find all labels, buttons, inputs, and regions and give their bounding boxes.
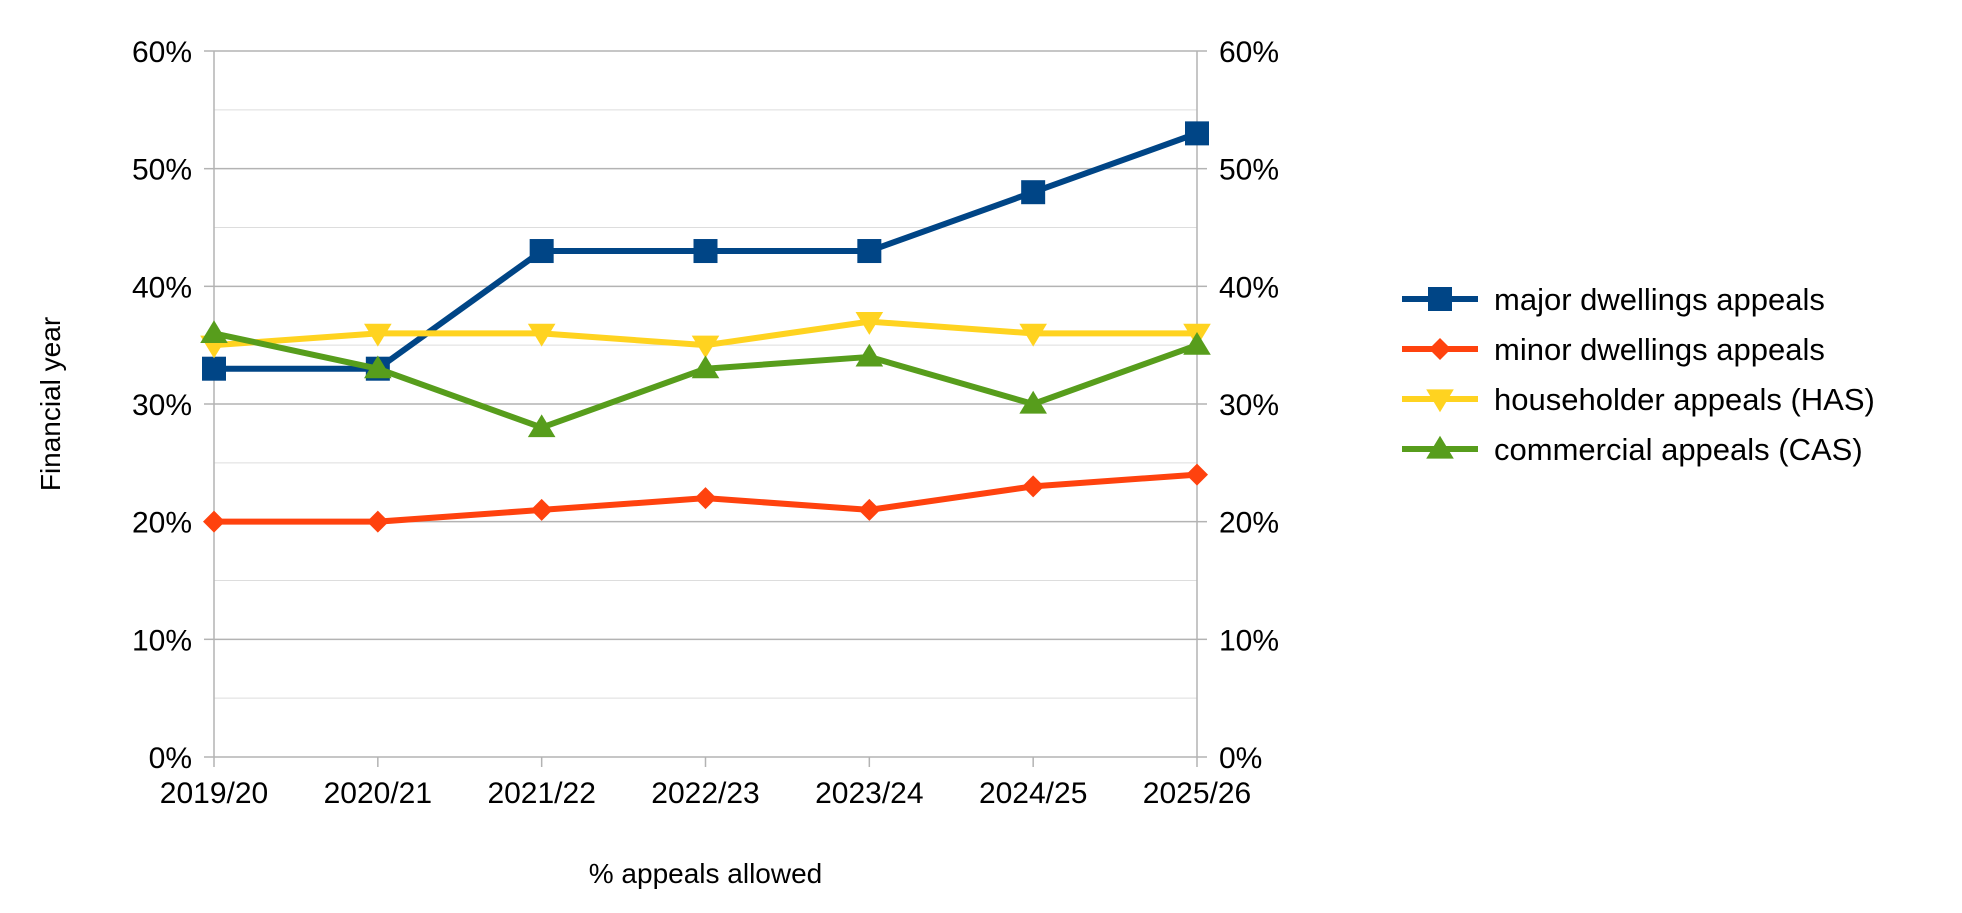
legend-label: major dwellings appeals	[1494, 282, 1825, 317]
series-3	[200, 320, 1211, 438]
data-point	[1185, 121, 1209, 146]
data-point	[364, 355, 392, 379]
x-tick-label: 2020/21	[324, 777, 432, 810]
x-tick-label: 2019/20	[160, 777, 268, 810]
y-tick-label-left: 50%	[132, 154, 192, 187]
grid-lines	[214, 50, 1197, 699]
data-point	[364, 323, 392, 347]
legend-item: major dwellings appeals	[1402, 282, 1825, 317]
y-tick-label-right: 60%	[1219, 36, 1279, 69]
data-point	[691, 335, 720, 359]
y-tick-label-right: 0%	[1219, 742, 1262, 775]
x-tick-label: 2023/24	[815, 777, 923, 810]
y-tick-label-left: 20%	[132, 507, 192, 540]
data-point	[1183, 331, 1211, 355]
legend-label: commercial appeals (CAS)	[1494, 432, 1863, 467]
data-point	[200, 320, 228, 343]
legend-swatch-marker	[1426, 435, 1454, 459]
y-tick-label-left: 60%	[132, 36, 192, 69]
legend-item: householder appeals (HAS)	[1402, 382, 1875, 417]
data-point	[527, 414, 556, 438]
data-point	[858, 498, 881, 521]
x-axis-title: % appeals allowed	[589, 858, 823, 889]
y-tick-label-left: 30%	[132, 389, 192, 422]
x-tick-label: 2025/26	[1143, 777, 1251, 810]
y-tick-label-right: 40%	[1219, 271, 1279, 304]
y-tick-label-right: 10%	[1219, 624, 1279, 657]
series-1	[203, 463, 1208, 533]
data-point	[694, 487, 717, 510]
x-tick-label: 2021/22	[487, 777, 595, 810]
x-tick-label: 2022/23	[651, 777, 759, 810]
data-point	[855, 312, 884, 335]
y-tick-label-left: 40%	[132, 271, 192, 304]
data-point	[527, 323, 556, 347]
legend-item: minor dwellings appeals	[1402, 332, 1825, 367]
data-point	[857, 239, 882, 264]
legend: major dwellings appeals minor dwellings a…	[1402, 282, 1875, 467]
data-point	[1022, 475, 1045, 498]
data-point	[366, 510, 389, 533]
data-point	[855, 343, 884, 367]
series-group	[200, 121, 1211, 533]
data-point	[1019, 390, 1047, 414]
legend-label: householder appeals (HAS)	[1494, 382, 1875, 417]
data-point	[1021, 180, 1046, 205]
legend-item: commercial appeals (CAS)	[1402, 432, 1863, 467]
data-point	[693, 239, 718, 264]
data-point	[202, 356, 226, 381]
data-point	[691, 355, 720, 379]
data-point	[203, 510, 225, 533]
legend-label: minor dwellings appeals	[1494, 332, 1825, 367]
legend-swatch-marker	[1426, 389, 1454, 413]
legend-swatch-marker	[1429, 338, 1451, 360]
data-point	[1019, 323, 1047, 347]
y-axis-title: Financial year	[35, 317, 66, 491]
axes	[204, 50, 1207, 767]
data-point	[1186, 463, 1208, 486]
tick-labels: 2019/20 2020/21 2021/22 2022/23 2023/24 2024/…	[132, 36, 1279, 810]
legend-swatch-marker	[1428, 287, 1452, 311]
y-tick-label-right: 30%	[1219, 389, 1279, 422]
data-point	[529, 239, 554, 264]
y-tick-label-left: 0%	[149, 742, 192, 775]
y-tick-label-right: 50%	[1219, 154, 1279, 187]
y-tick-label-right: 20%	[1219, 507, 1279, 540]
x-tick-label: 2024/25	[979, 777, 1087, 810]
y-tick-label-left: 10%	[132, 624, 192, 657]
data-point	[530, 498, 553, 521]
